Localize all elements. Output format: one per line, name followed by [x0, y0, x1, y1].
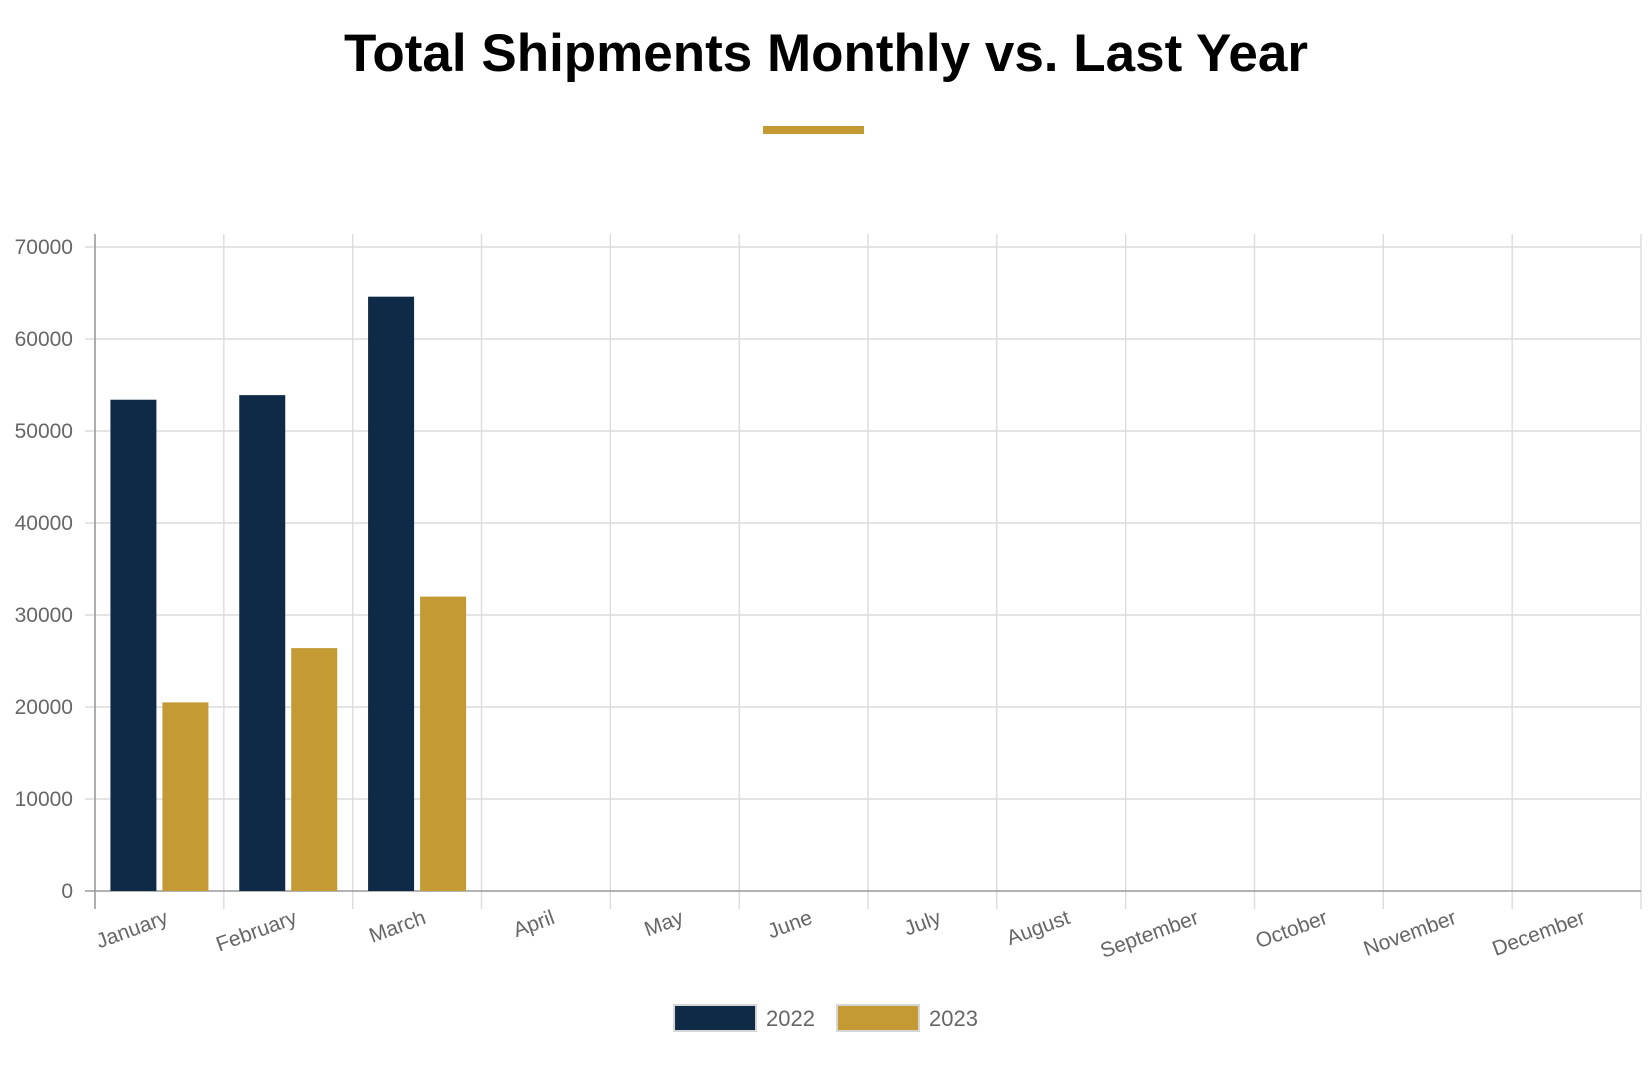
x-tick-label-march: March [366, 906, 429, 948]
x-tick-label-april: April [510, 906, 557, 942]
grid-lines [85, 234, 1642, 909]
x-tick-label-august: August [1004, 906, 1073, 950]
bar-2023-march[interactable] [420, 596, 467, 891]
x-tick-labels: January February March April May June July Augu… [93, 906, 1588, 963]
y-tick-label-70000: 70000 [15, 236, 73, 259]
y-tick-label-40000: 40000 [15, 512, 73, 535]
legend-item-2023[interactable]: 2023 [836, 1004, 978, 1032]
x-tick-label-september: September [1097, 906, 1201, 963]
legend[interactable]: 2022 2023 [673, 1004, 978, 1032]
x-tick-label-may: May [641, 906, 687, 941]
y-tick-label-10000: 10000 [15, 788, 73, 811]
legend-swatch-2022 [673, 1004, 758, 1032]
x-tick-label-october: October [1253, 906, 1331, 953]
x-tick-label-november: November [1361, 906, 1460, 961]
y-tick-label-30000: 30000 [15, 604, 73, 627]
y-tick-label-0: 0 [61, 880, 73, 903]
x-tick-label-july: July [901, 906, 944, 941]
x-tick-label-february: February [213, 906, 300, 957]
y-tick-labels: 0 10000 20000 30000 40000 50000 60000 70000 [15, 236, 73, 903]
bar-2022-february[interactable] [239, 395, 286, 891]
legend-label-2023: 2023 [929, 1006, 978, 1031]
legend-item-2022[interactable]: 2022 [673, 1004, 815, 1032]
x-tick-label-june: June [765, 906, 816, 943]
bar-2023-january[interactable] [162, 702, 209, 891]
title-underline [763, 126, 864, 134]
y-tick-label-50000: 50000 [15, 420, 73, 443]
x-tick-label-december: December [1489, 906, 1588, 961]
bars [110, 296, 467, 891]
axes [85, 234, 1641, 909]
bar-2022-march[interactable] [368, 296, 415, 891]
bar-2022-january[interactable] [110, 399, 157, 891]
y-tick-label-20000: 20000 [15, 696, 73, 719]
x-tick-label-january: January [93, 906, 172, 953]
y-tick-label-60000: 60000 [15, 328, 73, 351]
legend-label-2022: 2022 [766, 1006, 815, 1031]
bar-2023-february[interactable] [291, 648, 338, 891]
legend-swatch-2023 [836, 1004, 920, 1032]
chart-title: Total Shipments Monthly vs. Last Year [343, 24, 1309, 83]
